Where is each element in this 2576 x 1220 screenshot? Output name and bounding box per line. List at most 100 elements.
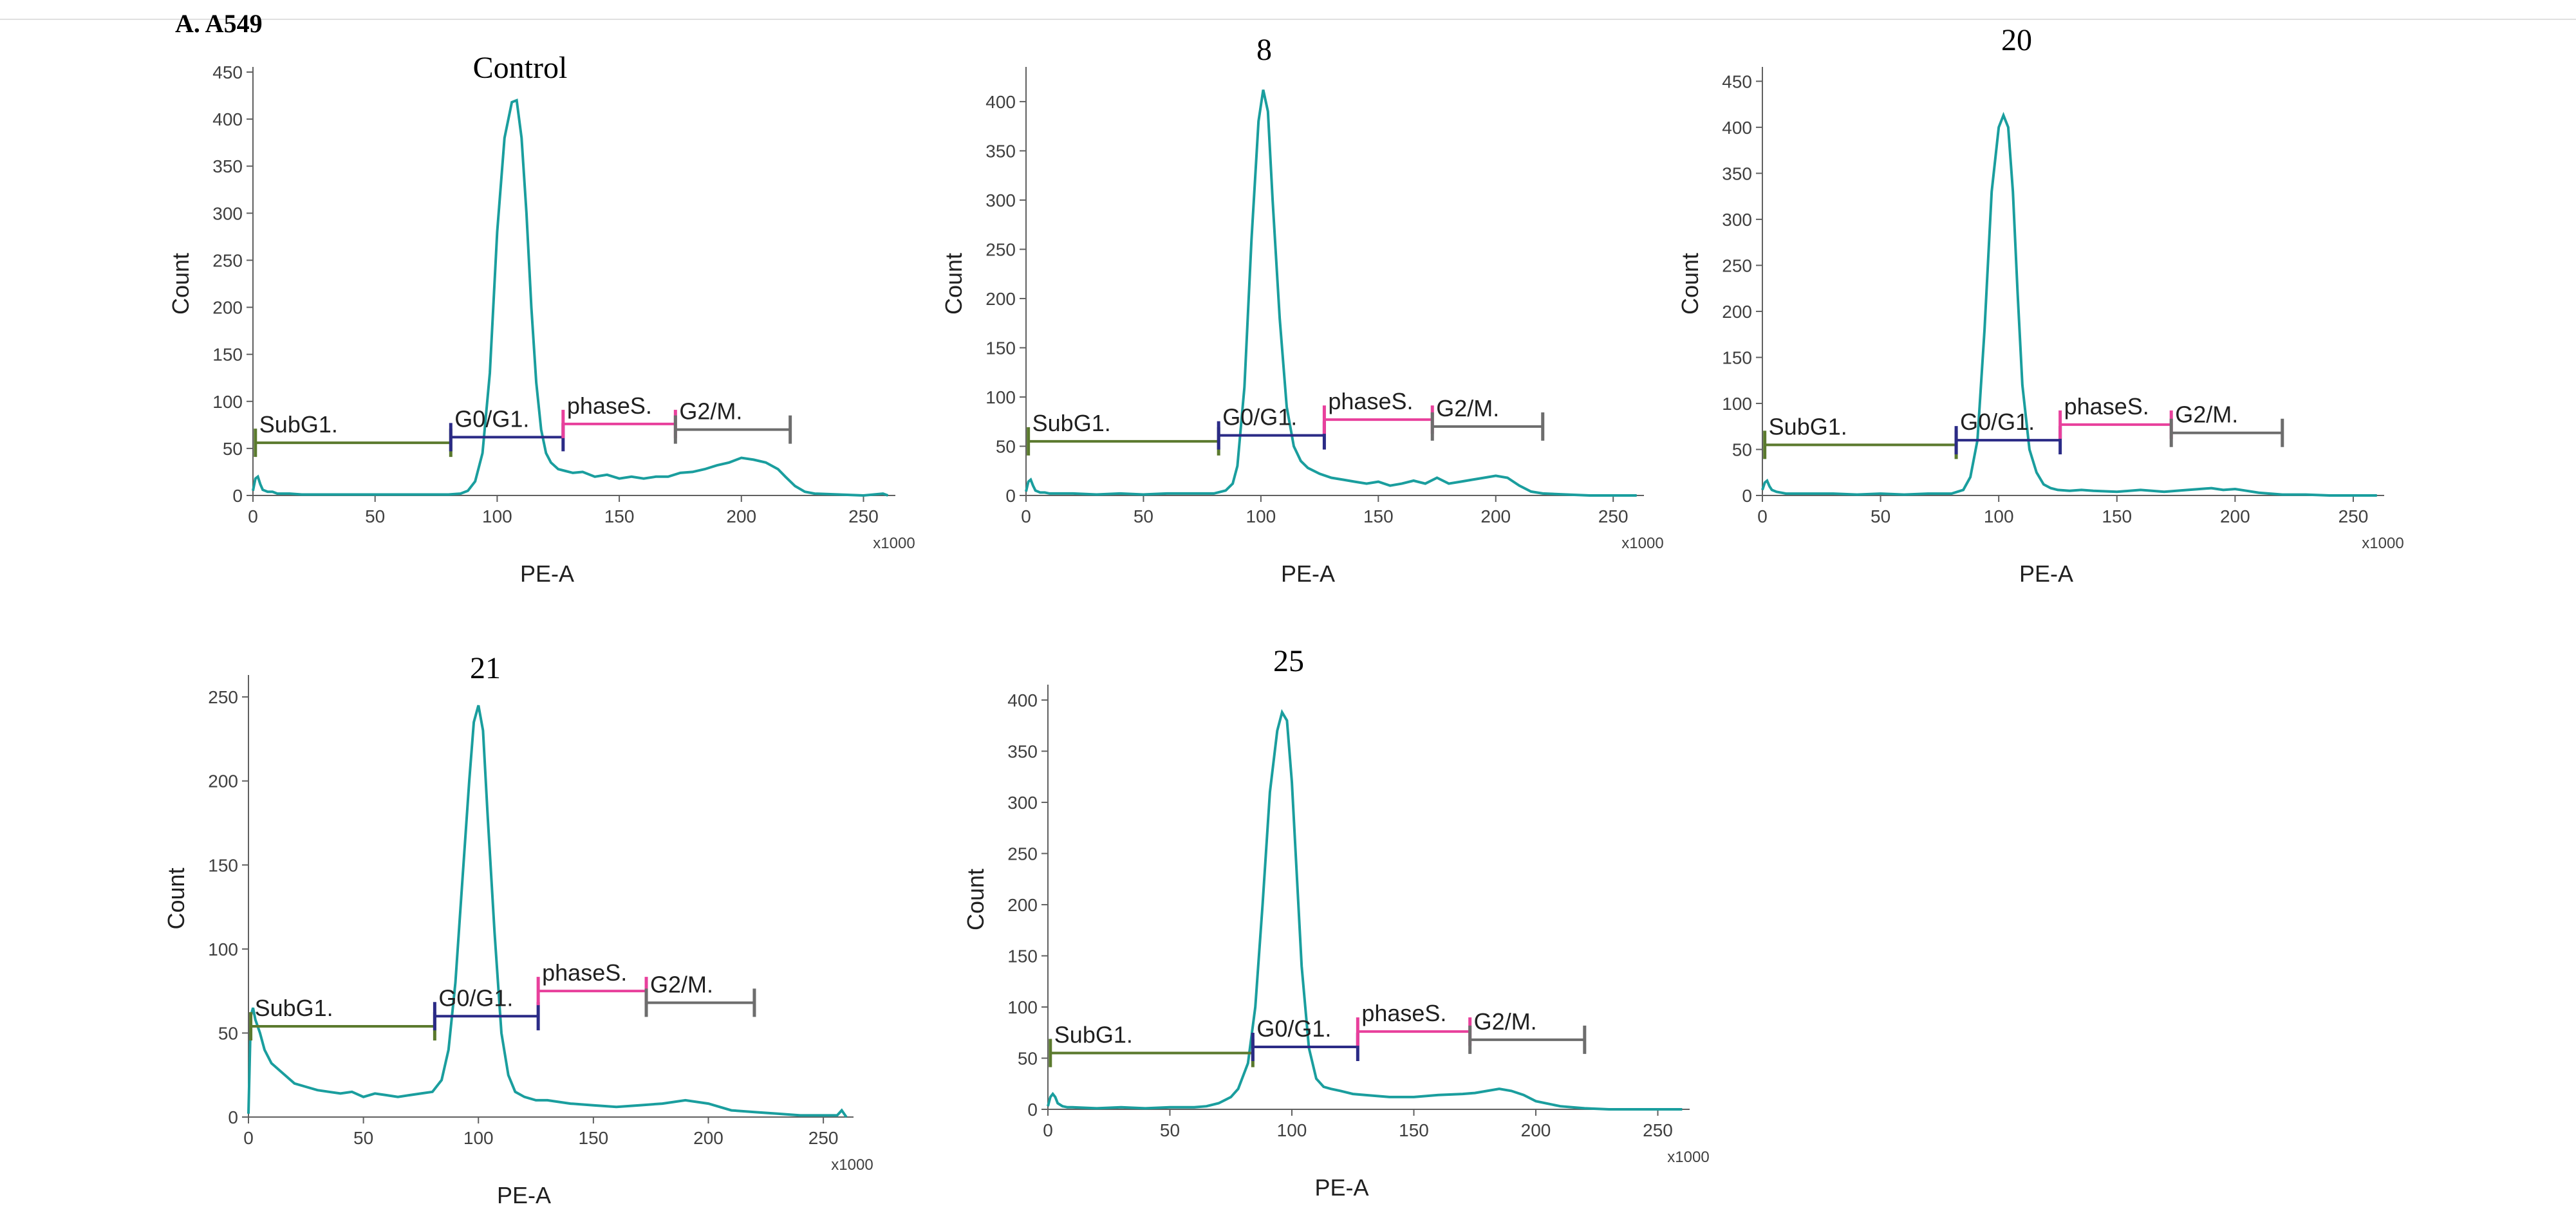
gate-label: SubG1. xyxy=(1054,1022,1133,1048)
y-axis-label: Count xyxy=(940,253,967,315)
gate-label: SubG1. xyxy=(1769,413,1847,439)
gate-phases: phaseS. xyxy=(536,959,648,1006)
y-tick-label: 50 xyxy=(1018,1048,1038,1068)
y-tick-label: 400 xyxy=(212,109,243,129)
x-axis-label: PE-A xyxy=(1281,560,1335,587)
gate-phases: phaseS. xyxy=(2058,393,2173,439)
figure-label: A. A549 xyxy=(175,9,263,38)
y-tick-label: 0 xyxy=(1005,486,1016,506)
x-tick-label: 0 xyxy=(243,1128,254,1148)
x-tick-label: 50 xyxy=(365,506,385,526)
y-tick-label: 150 xyxy=(1007,946,1038,966)
x-axis-unit: x1000 xyxy=(2362,535,2403,552)
chart-panel-4: 21 0 50 100 150 200 250 0 50 100 150 200 250 x1000 PE-… xyxy=(163,651,873,1208)
gate-label: phaseS. xyxy=(567,393,652,419)
y-tick-label: 300 xyxy=(1722,210,1752,230)
x-axis-unit: x1000 xyxy=(873,535,915,552)
y-tick-label: 50 xyxy=(996,436,1016,456)
y-tick-label: 0 xyxy=(232,486,243,506)
y-tick-label: 200 xyxy=(1007,895,1038,915)
y-tick-label: 100 xyxy=(208,939,238,959)
y-tick-label: 250 xyxy=(1007,844,1038,864)
y-tick-label: 450 xyxy=(1722,71,1752,91)
y-tick-label: 50 xyxy=(218,1023,238,1043)
y-tick-label: 150 xyxy=(985,338,1016,358)
x-tick-label: 200 xyxy=(1521,1120,1551,1140)
gate-label: G2/M. xyxy=(1474,1008,1537,1035)
x-tick-label: 0 xyxy=(1043,1120,1053,1140)
gate-phases: phaseS. xyxy=(1322,388,1434,434)
gate-label: G0/G1. xyxy=(1222,404,1297,430)
gate-g2m: G2/M. xyxy=(2169,402,2284,447)
x-tick-label: 200 xyxy=(1480,506,1511,526)
x-tick-label: 150 xyxy=(2102,506,2132,526)
y-tick-label: 350 xyxy=(985,141,1016,161)
y-tick-label: 100 xyxy=(212,392,243,412)
y-tick-label: 350 xyxy=(1722,163,1752,183)
x-axis-unit: x1000 xyxy=(831,1156,873,1174)
x-axis-label: PE-A xyxy=(1314,1174,1368,1201)
chart-panel-1: Control 0 50 100 150 200 250 300 350 400 450 0 50 100… xyxy=(167,51,915,587)
x-tick-label: 100 xyxy=(1984,506,2014,526)
x-tick-label: 150 xyxy=(579,1128,609,1148)
y-tick-label: 250 xyxy=(1722,255,1752,275)
gate-phases: phaseS. xyxy=(561,393,677,438)
y-tick-label: 400 xyxy=(985,92,1016,112)
gate-g0g1: G0/G1. xyxy=(433,984,540,1031)
gate-g2m: G2/M. xyxy=(673,398,792,444)
y-tick-label: 150 xyxy=(208,855,238,875)
gate-label: G2/M. xyxy=(679,398,742,425)
x-tick-label: 250 xyxy=(1598,506,1629,526)
gate-label: G2/M. xyxy=(650,971,713,997)
gate-g2m: G2/M. xyxy=(1468,1008,1587,1054)
x-tick-label: 200 xyxy=(726,506,756,526)
x-tick-label: 0 xyxy=(1757,506,1768,526)
y-tick-label: 50 xyxy=(1732,439,1752,459)
panel-title: 8 xyxy=(1256,33,1272,67)
gate-label: G0/G1. xyxy=(438,984,513,1011)
y-axis-label: Count xyxy=(163,867,189,929)
y-axis-label: Count xyxy=(167,253,194,315)
y-tick-label: 200 xyxy=(208,772,238,791)
gate-g2m: G2/M. xyxy=(644,971,756,1017)
x-tick-label: 100 xyxy=(1246,506,1276,526)
x-tick-label: 200 xyxy=(2220,506,2250,526)
y-tick-label: 100 xyxy=(1722,394,1752,414)
y-tick-label: 350 xyxy=(1007,741,1038,761)
gate-subg1: SubG1. xyxy=(1049,1022,1255,1068)
gate-label: phaseS. xyxy=(542,959,627,986)
y-tick-label: 0 xyxy=(1742,486,1752,506)
histogram-series xyxy=(1025,89,1637,497)
gate-phases: phaseS. xyxy=(1356,1000,1472,1046)
y-tick-label: 300 xyxy=(985,190,1016,210)
gate-label: phaseS. xyxy=(1328,388,1413,414)
gate-label: G0/G1. xyxy=(1960,409,2035,435)
x-tick-label: 250 xyxy=(1643,1120,1673,1140)
y-tick-label: 250 xyxy=(212,250,243,270)
y-axis-label: Count xyxy=(962,869,989,930)
histogram-series xyxy=(1761,111,2377,497)
gate-label: G2/M. xyxy=(2175,402,2238,428)
gate-subg1: SubG1. xyxy=(1027,410,1220,456)
y-tick-label: 450 xyxy=(212,62,243,82)
y-tick-label: 300 xyxy=(212,203,243,223)
panel-title: 21 xyxy=(470,651,501,685)
y-tick-label: 50 xyxy=(223,439,243,459)
gate-subg1: SubG1. xyxy=(254,411,453,458)
panel-title: 20 xyxy=(2001,23,2032,57)
y-tick-label: 250 xyxy=(985,239,1016,259)
x-axis-label: PE-A xyxy=(520,560,574,587)
x-tick-label: 150 xyxy=(1363,506,1394,526)
y-tick-label: 150 xyxy=(1722,347,1752,367)
y-tick-label: 250 xyxy=(208,687,238,707)
gate-label: SubG1. xyxy=(255,995,333,1021)
gate-subg1: SubG1. xyxy=(1763,413,1958,459)
gate-label: phaseS. xyxy=(2064,393,2149,420)
gate-g0g1: G0/G1. xyxy=(1217,404,1326,450)
gate-label: G2/M. xyxy=(1436,395,1499,421)
y-tick-label: 400 xyxy=(1722,118,1752,138)
x-axis-unit: x1000 xyxy=(1667,1149,1709,1166)
